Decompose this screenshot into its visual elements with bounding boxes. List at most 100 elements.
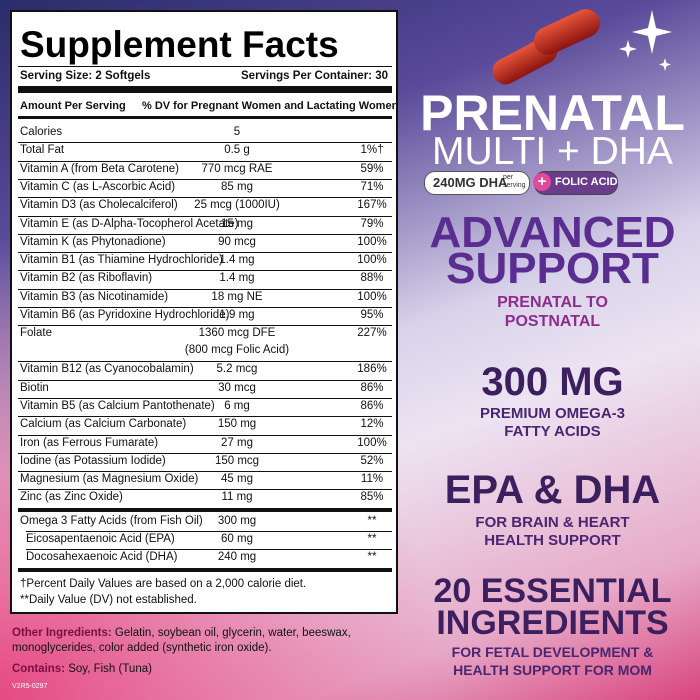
nutrient-name: Vitamin A (from Beta Carotene) <box>20 162 179 175</box>
nutrient-amount: 0.5 g <box>224 144 250 157</box>
row-rule <box>18 252 392 254</box>
headline: 300 MG <box>481 360 624 404</box>
nutrient-dv: 100% <box>357 290 387 303</box>
dha-badge: 240MG DHA per serving <box>424 171 530 195</box>
nutrient-amount: 85 mg <box>221 180 253 193</box>
nutrient-dv: ** <box>367 514 377 527</box>
row-rule <box>26 531 392 532</box>
amount-header: Amount Per Serving <box>20 100 126 112</box>
nutrient-name: Folate <box>20 327 52 340</box>
subheadline: PRENATAL TO <box>497 294 608 311</box>
contains-label: Contains: <box>12 663 66 675</box>
capsules-art <box>492 9 672 85</box>
row-rule <box>26 549 392 551</box>
headline: ADVANCED <box>429 208 676 257</box>
nutrient-name: Vitamin B2 (as Riboflavin) <box>20 272 153 285</box>
rule <box>18 116 392 119</box>
nutrient-amount-note: (800 mcg Folic Acid) <box>184 344 290 357</box>
row-rule <box>18 288 392 290</box>
nutrient-dv: 11% <box>360 473 384 486</box>
nutrient-name: Docosahexaenoic Acid (DHA) <box>26 551 178 564</box>
nutrient-name: Vitamin B12 (as Cyanocobalamin) <box>20 363 194 376</box>
row-rule <box>18 489 392 491</box>
row-rule <box>18 397 392 399</box>
nutrient-dv: 12% <box>360 418 384 431</box>
nutrient-dv: 59% <box>360 162 384 175</box>
rule <box>18 66 392 67</box>
row-rule <box>18 361 392 363</box>
nutrient-dv: 85% <box>360 491 384 504</box>
folic-badge: + FOLIC ACID <box>533 171 618 195</box>
row-rule <box>18 215 392 217</box>
row-rule <box>18 471 392 473</box>
nutrient-amount: 1.4 mg <box>219 254 255 267</box>
title-line1: PRENATAL <box>420 85 685 141</box>
headline: INGREDIENTS <box>436 604 669 642</box>
nutrient-amount: 45 mg <box>221 473 253 486</box>
nutrient-dv: 95% <box>360 309 384 321</box>
nutrient-name: Biotin <box>20 381 49 394</box>
nutrient-name: Calcium (as Calcium Carbonate) <box>20 418 187 431</box>
dv-header: % DV for Pregnant Women and Lactating Wo… <box>142 100 399 112</box>
row-rule <box>18 325 392 327</box>
rule <box>18 507 392 512</box>
nutrient-dv: 79% <box>360 217 384 230</box>
title-line2: MULTI + DHA <box>432 130 673 173</box>
nutrient-name: Vitamin K (as Phytonadione) <box>20 235 166 248</box>
subheadline: FOR BRAIN & HEART <box>475 514 630 531</box>
plus-icon: + <box>533 173 551 191</box>
sparkle <box>619 40 637 58</box>
nutrient-dv: 167% <box>357 199 387 212</box>
nutrient-dv: 100% <box>357 235 387 248</box>
nutrient-name: Vitamin B3 (as Nicotinamide) <box>20 290 169 303</box>
subheadline: HEALTH SUPPORT FOR MOM <box>453 662 652 678</box>
headline: 20 ESSENTIAL <box>433 572 672 610</box>
row-rule <box>18 233 392 235</box>
nutrient-name: Eicosapentaenoic Acid (EPA) <box>26 533 175 545</box>
contains: Contains: Soy, Fish (Tuna) <box>12 663 152 675</box>
servings-per-container: Servings Per Container: 30 <box>241 70 388 82</box>
nutrient-amount: 1.4 mg <box>219 272 255 285</box>
row-rule <box>18 197 392 199</box>
nutrient-dv: ** <box>367 533 377 545</box>
nutrient-amount: 150 mg <box>217 418 257 431</box>
capsule <box>533 9 601 55</box>
nutrient-amount: 90 mcg <box>218 235 256 248</box>
nutrient-dv: 88% <box>360 272 384 285</box>
nutrient-name: Vitamin C (as L-Ascorbic Acid) <box>20 180 176 193</box>
nutrient-amount: 11 mg <box>221 491 253 504</box>
panel-title: Supplement Facts <box>20 24 339 65</box>
nutrient-name: Vitamin B1 (as Thiamine Hydrochloride) <box>20 254 223 267</box>
nutrient-amount: 240 mg <box>217 551 257 564</box>
badge-folic: FOLIC ACID <box>555 176 618 188</box>
nutrient-amount: 25 mcg (1000IU) <box>194 199 280 212</box>
row-rule <box>18 452 392 454</box>
nutrient-dv: ** <box>367 551 377 564</box>
nutrient-dv: 1%† <box>360 144 384 157</box>
nutrient-name: Vitamin B6 (as Pyridoxine Hydrochloride) <box>20 309 230 321</box>
nutrient-amount: 300 mg <box>217 514 257 527</box>
nutrient-name: Total Fat <box>20 144 65 157</box>
row-rule <box>18 379 392 381</box>
rule <box>18 86 392 93</box>
subheadline: FATTY ACIDS <box>504 423 601 440</box>
headline: SUPPORT <box>446 244 659 293</box>
other-ingredients-text: Gelatin, soybean oil, glycerin, water, b… <box>12 627 351 654</box>
nutrient-amount: 60 mg <box>221 533 253 545</box>
nutrient-dv: 100% <box>357 436 387 449</box>
nutrient-name: Omega 3 Fatty Acids (from Fish Oil) <box>20 514 203 527</box>
nutrient-amount: 1360 mcg DFE <box>198 327 276 340</box>
other-ingredients: Other Ingredients: Gelatin, soybean oil,… <box>12 626 392 656</box>
footnote: †Percent Daily Values are based on a 2,0… <box>20 577 307 590</box>
nutrient-amount: 150 mcg <box>214 454 260 467</box>
row-rule <box>18 416 392 418</box>
nutrient-amount: 27 mg <box>221 436 253 449</box>
footnote: **Daily Value (DV) not established. <box>20 593 197 606</box>
nutrient-amount: 30 mcg <box>218 381 256 394</box>
nutrient-dv: 186% <box>357 363 387 376</box>
nutrient-dv: 227% <box>357 327 387 340</box>
row-rule <box>18 160 392 162</box>
nutrient-amount: 15 mg <box>221 217 253 230</box>
row-rule <box>18 307 392 308</box>
